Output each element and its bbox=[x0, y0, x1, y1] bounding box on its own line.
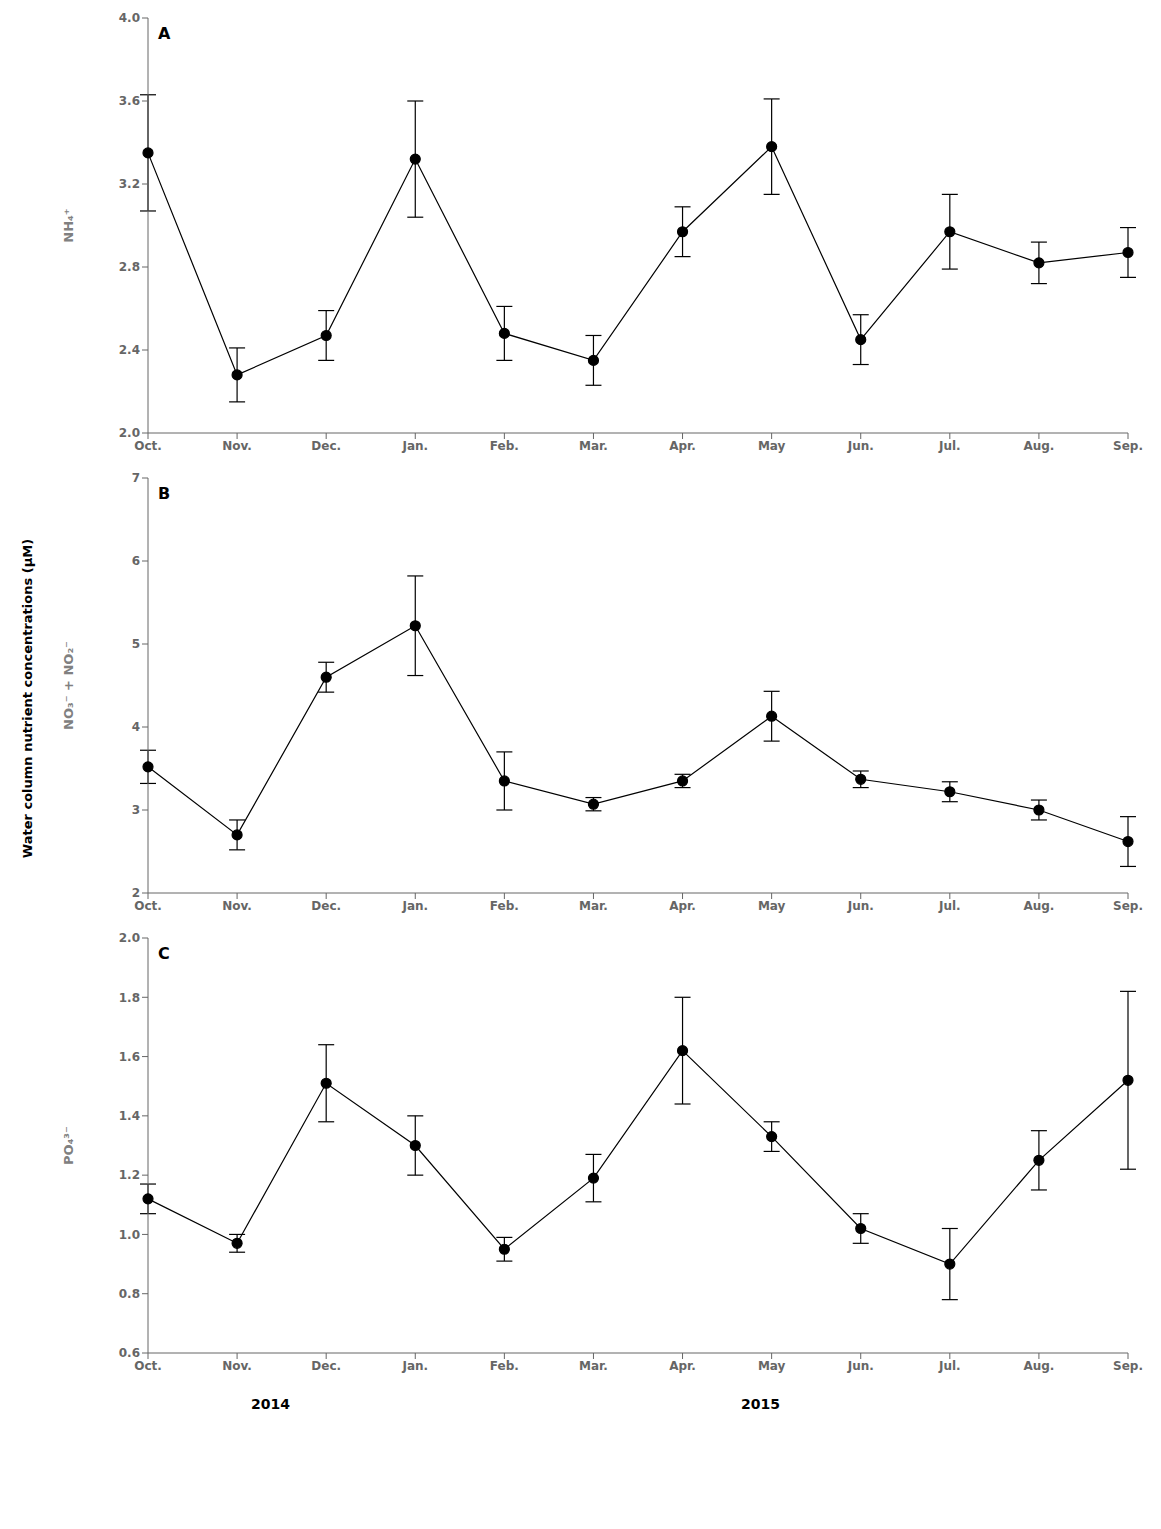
svg-text:2.8: 2.8 bbox=[119, 260, 140, 274]
html-text:B: B bbox=[158, 484, 171, 503]
svg-text:Jul.: Jul. bbox=[938, 1359, 961, 1373]
svg-text:Feb.: Feb. bbox=[490, 1359, 519, 1373]
svg-text:Sep.: Sep. bbox=[1113, 1359, 1143, 1373]
svg-text:Apr.: Apr. bbox=[669, 439, 696, 453]
svg-text:Jul.: Jul. bbox=[938, 899, 961, 913]
svg-text:Aug.: Aug. bbox=[1023, 899, 1054, 913]
svg-text:Sep.: Sep. bbox=[1113, 439, 1143, 453]
svg-text:Jun.: Jun. bbox=[847, 1359, 874, 1373]
svg-text:Jan.: Jan. bbox=[401, 439, 428, 453]
svg-text:NH₄⁺: NH₄⁺ bbox=[61, 208, 76, 242]
svg-text:1.4: 1.4 bbox=[119, 1109, 140, 1123]
html-text:Water column nutrient concentr: Water column nutrient concentrations (μM… bbox=[20, 538, 36, 858]
svg-text:0.6: 0.6 bbox=[119, 1346, 140, 1360]
svg-text:Aug.: Aug. bbox=[1023, 439, 1054, 453]
svg-text:3.2: 3.2 bbox=[119, 177, 140, 191]
html-text:2014: 2014 bbox=[251, 1396, 290, 1412]
svg-text:Dec.: Dec. bbox=[311, 899, 341, 913]
svg-text:3.6: 3.6 bbox=[119, 94, 140, 108]
svg-text:1.6: 1.6 bbox=[119, 1050, 140, 1064]
svg-text:Nov.: Nov. bbox=[222, 1359, 252, 1373]
svg-text:Apr.: Apr. bbox=[669, 899, 696, 913]
svg-text:2.0: 2.0 bbox=[119, 931, 140, 945]
svg-text:Jan.: Jan. bbox=[401, 899, 428, 913]
svg-text:6: 6 bbox=[132, 554, 140, 568]
svg-text:Nov.: Nov. bbox=[222, 439, 252, 453]
svg-text:Oct.: Oct. bbox=[134, 1359, 162, 1373]
svg-text:1.8: 1.8 bbox=[119, 991, 140, 1005]
svg-text:Dec.: Dec. bbox=[311, 1359, 341, 1373]
svg-text:Sep.: Sep. bbox=[1113, 899, 1143, 913]
svg-text:4.0: 4.0 bbox=[119, 11, 140, 25]
html-text:2015: 2015 bbox=[741, 1396, 780, 1412]
svg-text:Mar.: Mar. bbox=[579, 439, 608, 453]
svg-text:PO₄³⁻: PO₄³⁻ bbox=[61, 1126, 76, 1165]
svg-text:3: 3 bbox=[132, 803, 140, 817]
svg-text:1.2: 1.2 bbox=[119, 1168, 140, 1182]
svg-text:Nov.: Nov. bbox=[222, 899, 252, 913]
svg-text:NO₃⁻ + NO₂⁻: NO₃⁻ + NO₂⁻ bbox=[61, 641, 76, 730]
svg-text:2.4: 2.4 bbox=[119, 343, 140, 357]
html-text:C: C bbox=[158, 944, 170, 963]
svg-text:Mar.: Mar. bbox=[579, 899, 608, 913]
svg-text:Jan.: Jan. bbox=[401, 1359, 428, 1373]
svg-text:Jun.: Jun. bbox=[847, 439, 874, 453]
svg-text:Oct.: Oct. bbox=[134, 439, 162, 453]
svg-text:Feb.: Feb. bbox=[490, 439, 519, 453]
svg-text:May: May bbox=[758, 899, 786, 913]
svg-text:1.0: 1.0 bbox=[119, 1228, 140, 1242]
svg-text:Oct.: Oct. bbox=[134, 899, 162, 913]
svg-text:7: 7 bbox=[132, 471, 140, 485]
svg-text:Mar.: Mar. bbox=[579, 1359, 608, 1373]
svg-text:5: 5 bbox=[132, 637, 140, 651]
svg-text:Jun.: Jun. bbox=[847, 899, 874, 913]
svg-text:May: May bbox=[758, 1359, 786, 1373]
svg-text:Dec.: Dec. bbox=[311, 439, 341, 453]
svg-text:Feb.: Feb. bbox=[490, 899, 519, 913]
svg-text:0.8: 0.8 bbox=[119, 1287, 140, 1301]
svg-text:Apr.: Apr. bbox=[669, 1359, 696, 1373]
html-text:A: A bbox=[158, 24, 171, 43]
svg-text:4: 4 bbox=[132, 720, 140, 734]
svg-text:Aug.: Aug. bbox=[1023, 1359, 1054, 1373]
svg-text:May: May bbox=[758, 439, 786, 453]
svg-text:Jul.: Jul. bbox=[938, 439, 961, 453]
svg-text:2.0: 2.0 bbox=[119, 426, 140, 440]
svg-text:2: 2 bbox=[132, 886, 140, 900]
